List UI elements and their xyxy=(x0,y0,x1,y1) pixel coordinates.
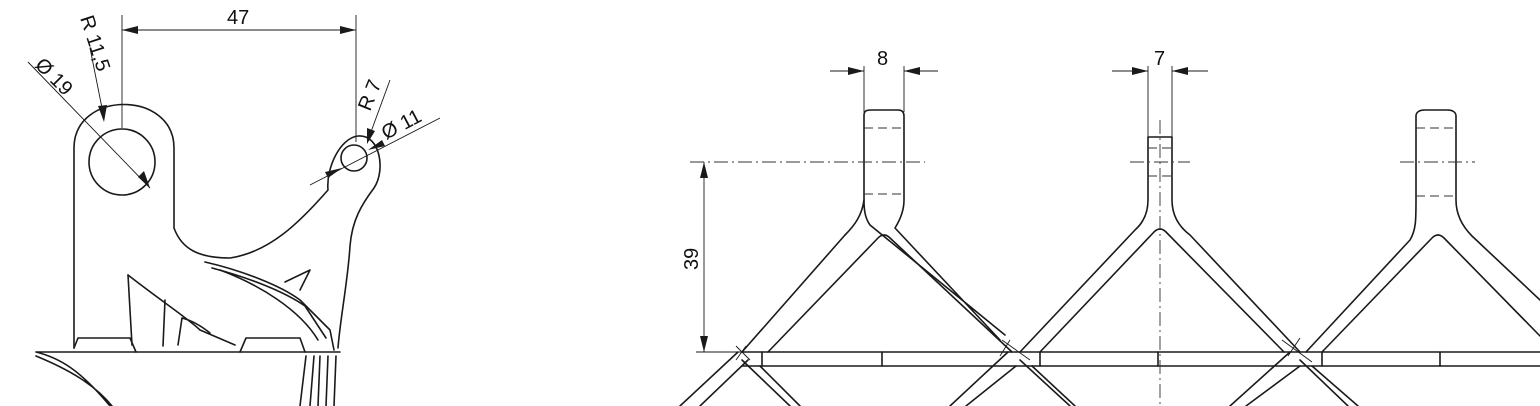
gusset-line xyxy=(177,317,211,346)
dim-r11-5-label: R 11,5 xyxy=(75,13,114,74)
lower-diagonals xyxy=(679,351,1359,406)
base-plate xyxy=(35,351,341,406)
dim-dia11-label: Ø 11 xyxy=(378,105,425,144)
dim-7-label: 7 xyxy=(1154,48,1165,70)
dim-r7-label: R 7 xyxy=(354,77,386,114)
bracket-outline xyxy=(73,103,381,349)
node-detail xyxy=(999,339,1031,361)
small-hole xyxy=(340,144,368,172)
dimension-47: 47 xyxy=(121,7,357,142)
dimension-7: 7 xyxy=(1112,48,1208,138)
stem-3-inner xyxy=(1321,234,1540,353)
stem-1 xyxy=(863,109,1006,341)
base-slot xyxy=(239,337,306,353)
dim-8-label: 8 xyxy=(877,48,888,70)
base-legs xyxy=(299,355,337,406)
dimension-39: 39 xyxy=(681,162,742,353)
dimension-dia11: Ø 11 xyxy=(309,105,441,186)
gusset-line xyxy=(127,274,236,346)
large-hole xyxy=(88,128,156,196)
dim-47-label: 47 xyxy=(227,7,249,29)
node-detail xyxy=(735,345,751,361)
gusset-line xyxy=(204,261,335,351)
dim-dia19-label: Ø 19 xyxy=(30,54,76,100)
gusset-line xyxy=(162,299,166,347)
stem-3 xyxy=(1305,109,1540,353)
stem-2 xyxy=(1019,136,1301,353)
stem-1-left-leg xyxy=(741,199,865,353)
gusset-line xyxy=(284,269,311,291)
centerlines xyxy=(690,120,1475,406)
gusset-line xyxy=(127,274,133,346)
stem-1-inner xyxy=(767,234,1013,353)
stem-2-inner xyxy=(1039,228,1285,353)
base-slot xyxy=(73,337,137,353)
dim-39-label: 39 xyxy=(681,248,703,270)
dimension-8: 8 xyxy=(830,48,938,112)
right-view-truss xyxy=(679,109,1540,406)
left-view-bracket xyxy=(35,103,381,406)
gusset-line xyxy=(219,269,319,341)
node-detail xyxy=(1281,337,1313,363)
